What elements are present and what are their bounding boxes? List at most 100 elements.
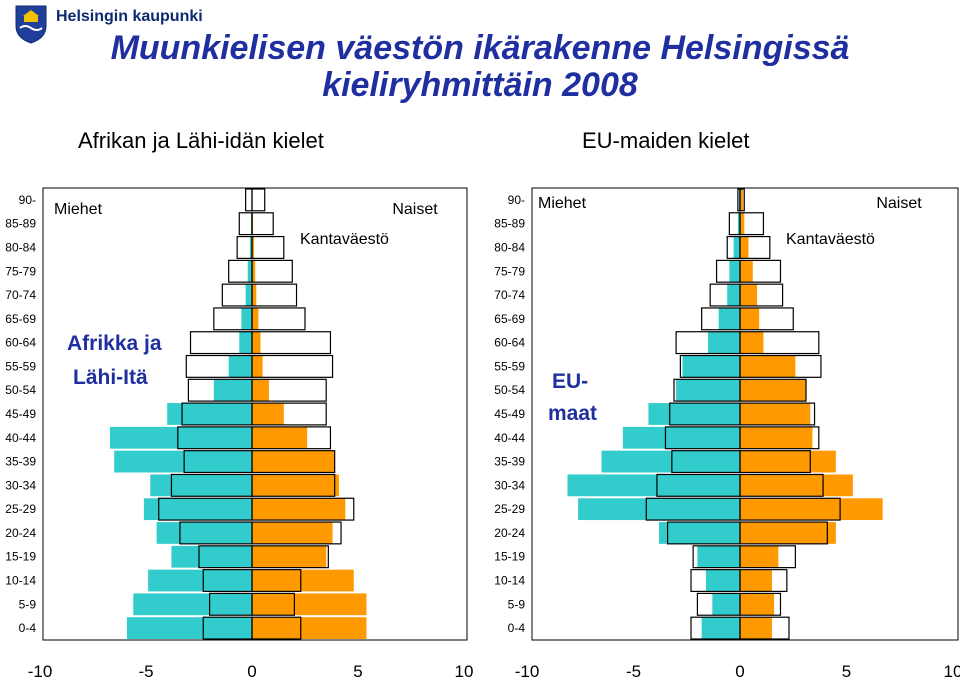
panel-label: EU- [552,370,588,393]
age-label: 65-69 [5,312,36,326]
bar-reference-women [251,331,332,355]
bar-men [601,450,740,473]
age-label: 0-4 [508,621,526,635]
x-tick-label: 10 [944,662,960,681]
bar-women [252,236,255,259]
bar-women [740,593,775,616]
bar-men [701,617,740,639]
bar-reference-women [739,307,794,331]
bar-men [171,545,252,568]
x-tick-label: -5 [626,662,641,681]
bar-reference-women [251,545,329,569]
bar-reference-women [739,569,788,593]
bar-women [740,498,883,521]
age-label: 35-39 [494,455,525,469]
bar-reference-women [251,259,293,283]
bar-men [143,498,252,521]
bar-men [708,331,740,354]
x-tick-label: -10 [28,662,53,681]
age-label: 30-34 [494,478,525,492]
page-title: Muunkielisen väestön ikärakenne Helsingi… [0,30,960,104]
age-label: 55-59 [494,359,525,373]
men-label: Miehet [538,195,587,212]
bar-men [733,236,740,259]
chart-title-africa: Afrikan ja Lähi-idän kielet [78,128,324,153]
bar-women [252,569,354,592]
bar-men [167,403,252,425]
bar-reference-women [251,378,327,402]
helsinki-crest-icon [15,5,47,44]
bar-reference-women [739,259,782,283]
bar-women [740,379,807,402]
bar-men [567,474,740,497]
bar-women [252,355,263,378]
bar-men [247,260,252,283]
bar-women [252,403,284,425]
panel-label: Afrikka ja [67,332,162,355]
bar-reference-men [245,188,253,212]
age-label: 25-29 [5,502,36,516]
bar-men [729,260,740,283]
x-tick-label: 0 [735,662,744,681]
bar-men [126,617,252,639]
bar-reference-women [739,521,828,545]
age-label: 20-24 [5,526,36,540]
bar-reference-women [739,402,816,426]
bar-women [252,450,335,473]
bar-women [252,593,367,616]
bar-reference-women [739,188,745,212]
bar-men [578,498,740,521]
chart-title-eu: EU-maiden kielet [582,128,750,153]
age-label: 85-89 [5,217,36,231]
age-label: 50-54 [5,383,36,397]
bar-men [648,403,740,425]
age-label: 75-79 [5,264,36,278]
bar-reference-women [739,283,784,307]
page-title-line-2: kieliryhmittäin 2008 [322,66,638,104]
bar-women [252,284,257,306]
bar-women [740,545,779,568]
bar-men [727,284,740,306]
bar-reference-women [739,354,822,378]
bar-reference-women [739,212,765,236]
bar-reference-women [251,188,266,212]
bar-women [740,212,745,235]
reference-label: Kantaväestö [786,231,875,248]
bar-reference-men [236,235,253,259]
bar-men [245,284,252,306]
brand-logo: Helsingin kaupunki [14,4,244,44]
bar-reference-women [739,426,820,450]
bar-men [109,426,253,449]
bar-women [252,498,346,521]
bar-reference-women [739,331,820,355]
reference-label: Kantaväestö [300,231,389,248]
age-label: 40-44 [494,431,525,445]
age-label: 50-54 [494,383,525,397]
age-label: 30-34 [5,478,36,492]
bar-women [740,617,772,639]
bar-women [252,617,367,639]
bar-women [252,379,269,402]
bar-reference-women [739,616,790,640]
bar-reference-women [251,521,342,545]
x-tick-label: 0 [247,662,256,681]
bar-men [682,355,740,378]
bar-reference-women [739,235,771,259]
bar-reference-women [251,354,334,378]
bar-reference-women [739,592,782,616]
age-label: 85-89 [494,217,525,231]
bar-women [740,236,749,259]
age-label: 25-29 [494,502,525,516]
age-label: 15-19 [5,550,36,564]
bar-women [252,474,339,497]
bar-women [740,569,772,592]
bar-men [622,426,740,449]
bar-women [740,403,811,425]
age-label: 10-14 [5,574,36,588]
bar-men [114,450,252,473]
brand-name: Helsingin kaupunki [56,8,203,25]
bar-men [697,545,740,568]
age-label: 90- [19,193,36,207]
age-label: 75-79 [494,264,525,278]
